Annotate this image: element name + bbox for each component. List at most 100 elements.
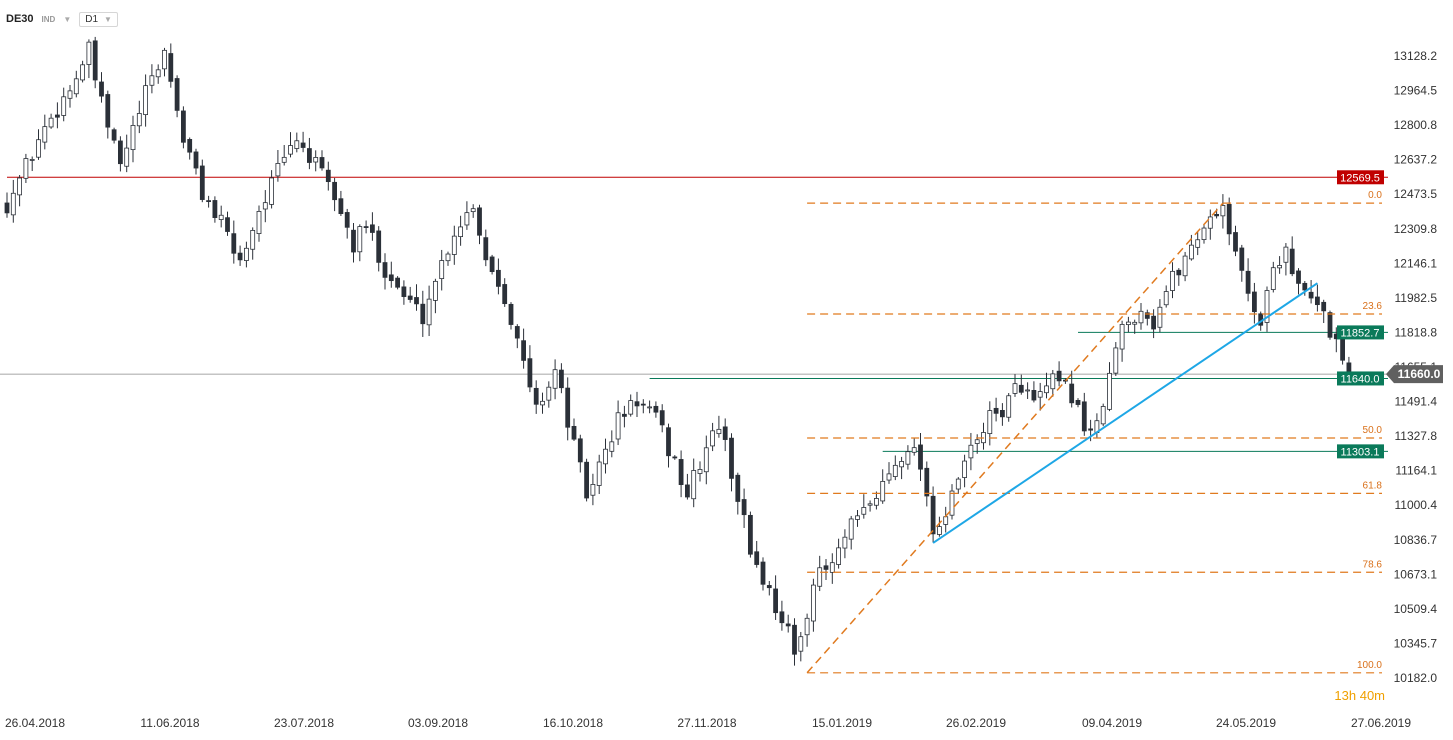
candle <box>886 462 892 484</box>
bear-candle-body <box>388 274 394 282</box>
bull-candle-body <box>552 369 558 389</box>
bull-candle-body <box>836 547 841 565</box>
candle <box>1308 280 1314 304</box>
bull-candle-body <box>804 617 810 636</box>
bull-candle-body <box>590 484 596 496</box>
bear-candle-body <box>1018 384 1024 393</box>
bear-candle-body <box>514 326 520 339</box>
bull-candle-body <box>313 157 319 163</box>
candle <box>647 400 652 414</box>
bull-candle-body <box>1283 246 1289 263</box>
candle <box>622 405 627 428</box>
time-axis[interactable]: 26.04.2018 11.06.2018 23.07.2018 03.09.2018… <box>5 716 1411 730</box>
x-tick-label: 16.10.2018 <box>543 716 603 730</box>
level-badge <box>1337 325 1384 340</box>
price-badges: 12569.5 11852.7 11640.0 11303.1 11660.0 13h 4… <box>1334 170 1443 703</box>
bull-candle-body <box>911 447 917 453</box>
bull-candle-body <box>647 406 652 409</box>
bear-candle-body <box>332 181 338 201</box>
candle <box>124 134 130 173</box>
symbol-dropdown-icon[interactable]: ▼ <box>63 14 72 24</box>
candle <box>1182 251 1188 282</box>
bull-candle-body <box>250 230 256 250</box>
candle <box>275 149 281 182</box>
candle <box>1163 285 1169 308</box>
candle <box>829 553 835 584</box>
bear-candle-body <box>414 297 419 305</box>
candle <box>206 195 212 208</box>
bear-candle-body <box>1327 312 1333 338</box>
y-tick-label: 11164.1 <box>1395 464 1437 478</box>
candle <box>760 557 766 591</box>
candle <box>609 430 615 458</box>
bear-candle-body <box>483 237 489 261</box>
bear-candle-body <box>1315 296 1320 306</box>
candle <box>577 434 583 473</box>
bear-candle-body <box>407 295 413 300</box>
symbol-label[interactable]: DE30 <box>6 13 34 25</box>
candle <box>1126 316 1131 333</box>
candle <box>1132 319 1138 334</box>
bear-candle-body <box>565 387 571 428</box>
bear-candle-body <box>300 142 306 148</box>
bear-candle-body <box>1340 337 1345 361</box>
trendline <box>932 282 1318 544</box>
bear-candle-body <box>1000 409 1005 418</box>
price-axis[interactable]: 13128.2 12964.5 12800.8 12637.2 12473.5 12309… <box>1394 49 1438 685</box>
bear-candle-body <box>773 588 778 614</box>
candle <box>1000 403 1005 426</box>
candle <box>432 278 438 314</box>
bear-candle-body <box>344 212 350 228</box>
bear-candle-body <box>193 151 199 169</box>
candle <box>1239 244 1245 282</box>
bear-candle-body <box>577 438 583 463</box>
bull-candle-body <box>615 412 621 440</box>
candle <box>1220 194 1226 229</box>
fib-level-label: 61.8 <box>1363 480 1383 491</box>
bull-candle-body <box>1157 306 1163 328</box>
candle <box>527 345 533 393</box>
candle <box>1245 258 1251 302</box>
candles-layer <box>4 36 1352 666</box>
bear-candle-body <box>918 444 923 470</box>
y-tick-label: 11818.8 <box>1395 325 1438 339</box>
candle <box>225 211 230 236</box>
bear-candle-body <box>533 387 539 405</box>
bear-candle-body <box>363 226 369 228</box>
bull-candle-body <box>36 139 41 158</box>
candle <box>672 455 678 460</box>
candle <box>199 159 205 203</box>
candle <box>899 456 904 480</box>
candle <box>716 415 722 438</box>
bear-candle-body <box>92 40 98 81</box>
candle <box>332 177 338 212</box>
bull-candle-body <box>855 515 860 520</box>
candle <box>748 511 753 558</box>
timeframe-select[interactable]: D1 ▼ <box>79 11 118 27</box>
bear-candle-body <box>1245 270 1251 294</box>
candle <box>766 580 772 596</box>
candle <box>351 223 356 263</box>
candle <box>262 190 268 223</box>
candle <box>401 280 407 305</box>
bull-candle-body <box>880 480 886 502</box>
bull-candle-body <box>703 447 709 473</box>
bull-candle-body <box>470 208 476 213</box>
bull-candle-body <box>464 212 470 226</box>
candle <box>1289 236 1295 277</box>
bear-candle-body <box>495 269 501 287</box>
bear-candle-body <box>622 413 627 417</box>
candle <box>168 43 174 88</box>
candle <box>23 153 29 184</box>
bull-candle-body <box>439 260 445 280</box>
bull-candle-body <box>1170 270 1175 291</box>
bull-candle-body <box>811 584 816 622</box>
candle <box>905 445 911 470</box>
bear-candle-body <box>1075 399 1081 405</box>
bull-candle-body <box>1044 385 1049 394</box>
bull-candle-body <box>1107 372 1112 410</box>
y-tick-label: 10509.4 <box>1394 602 1438 616</box>
candle <box>911 438 917 456</box>
bear-candle-body <box>1296 270 1301 284</box>
